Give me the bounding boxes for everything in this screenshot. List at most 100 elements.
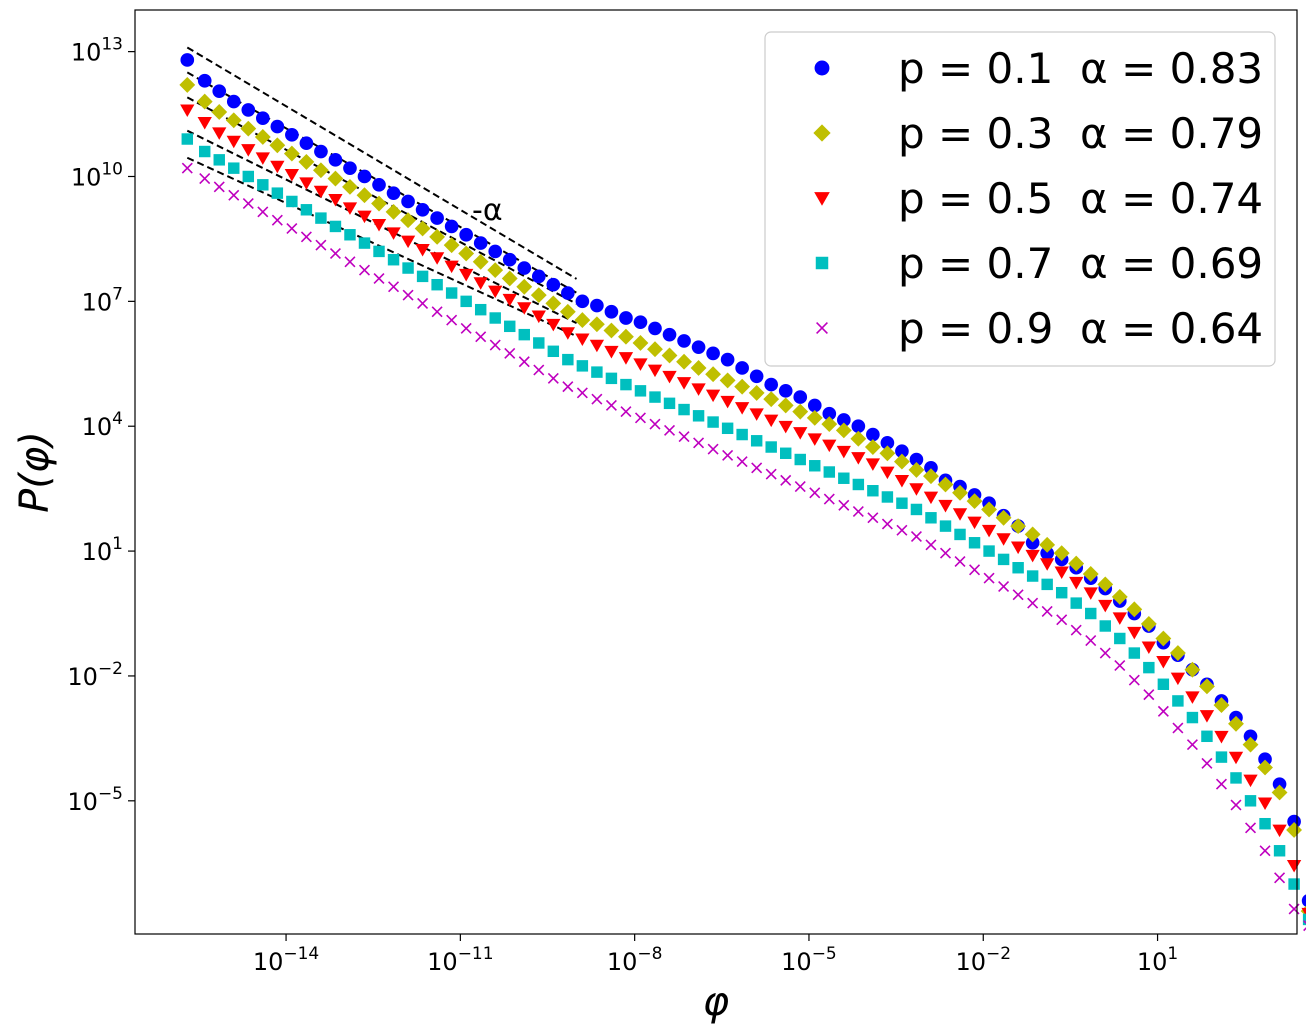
- data-point: [748, 384, 765, 401]
- data-point: [271, 187, 284, 199]
- data-point: [286, 195, 298, 208]
- fit-line-4: [186, 129, 578, 325]
- data-point: [1068, 555, 1085, 572]
- data-point: [1186, 739, 1198, 751]
- data-point: [315, 239, 327, 251]
- data-point: [1041, 578, 1053, 591]
- data-point: [1055, 586, 1068, 599]
- data-point: [692, 410, 705, 422]
- data-point: [648, 321, 662, 336]
- data-point: [721, 422, 734, 435]
- data-point: [649, 418, 661, 430]
- data-point: [821, 416, 838, 433]
- data-point: [575, 333, 590, 346]
- data-point: [269, 137, 286, 154]
- data-point: [705, 389, 721, 403]
- data-point: [1085, 635, 1097, 647]
- data-point: [502, 293, 517, 307]
- data-point: [416, 270, 429, 283]
- data-point: [838, 499, 850, 511]
- tick-label: 10−2: [67, 659, 123, 691]
- series-2: [179, 76, 1306, 917]
- data-point: [386, 186, 401, 200]
- data-point: [417, 297, 429, 309]
- data-point: [1128, 647, 1141, 659]
- data-point: [1012, 589, 1024, 601]
- data-point: [1213, 697, 1230, 714]
- data-point: [460, 322, 472, 334]
- data-point: [1070, 597, 1082, 609]
- data-point: [967, 516, 982, 530]
- data-point: [647, 341, 663, 358]
- data-point: [677, 334, 691, 348]
- legend-entry-5: p = 0.9 α = 0.64: [816, 304, 1263, 353]
- data-point: [1114, 632, 1126, 645]
- data-point: [822, 439, 837, 453]
- data-point: [690, 360, 707, 376]
- data-point: [179, 76, 196, 93]
- data-point: [255, 152, 270, 165]
- tick-label: 107: [82, 284, 123, 316]
- data-point: [1199, 710, 1215, 723]
- data-point: [678, 431, 690, 443]
- data-point: [750, 435, 763, 447]
- data-point: [240, 120, 257, 137]
- data-point: [879, 445, 896, 462]
- legend-marker: [814, 192, 830, 206]
- data-point: [213, 154, 225, 166]
- data-point: [864, 439, 881, 455]
- data-point: [197, 117, 212, 130]
- data-point: [329, 220, 342, 233]
- data-point: [749, 408, 764, 421]
- data-point: [620, 378, 632, 391]
- data-point: [809, 487, 821, 499]
- data-point: [590, 298, 604, 313]
- data-point: [793, 427, 808, 440]
- data-point: [400, 212, 416, 229]
- data-point: [591, 366, 603, 378]
- data-point: [343, 161, 357, 175]
- data-point: [983, 572, 995, 584]
- data-point: [371, 218, 387, 232]
- data-point: [225, 112, 242, 129]
- data-point: [459, 227, 473, 242]
- data-point: [504, 320, 516, 333]
- tick-label: 10−5: [781, 944, 837, 976]
- data-point: [560, 327, 575, 340]
- data-point: [516, 278, 533, 295]
- data-point: [763, 391, 780, 408]
- data-point: [604, 304, 619, 319]
- data-point: [547, 372, 559, 384]
- data-point: [460, 295, 472, 308]
- data-point: [402, 262, 414, 274]
- data-point: [562, 353, 574, 366]
- data-point: [1301, 907, 1306, 916]
- data-point: [981, 524, 997, 538]
- data-point: [1245, 822, 1257, 834]
- data-point: [385, 203, 402, 220]
- tick-label: 104: [82, 409, 123, 441]
- tick-label: 10−5: [67, 784, 123, 816]
- data-point: [1272, 777, 1287, 791]
- data-point: [328, 153, 343, 167]
- data-point: [780, 474, 792, 486]
- data-point: [850, 430, 867, 447]
- data-point: [1259, 817, 1271, 830]
- data-point: [270, 119, 285, 134]
- data-point: [531, 310, 546, 324]
- data-points: [179, 53, 1306, 932]
- legend-entry-3: p = 0.5 α = 0.74: [814, 174, 1263, 223]
- data-point: [1243, 774, 1258, 788]
- data-point: [197, 73, 212, 88]
- fit-line-1: [186, 46, 578, 280]
- data-point: [662, 370, 677, 384]
- data-point: [1201, 757, 1213, 769]
- data-point: [313, 185, 329, 199]
- data-point: [226, 94, 241, 109]
- data-point: [794, 481, 806, 493]
- data-point: [1027, 597, 1039, 609]
- data-point: [342, 178, 358, 195]
- data-point: [241, 103, 256, 117]
- data-point: [445, 287, 458, 299]
- data-point: [1056, 614, 1068, 626]
